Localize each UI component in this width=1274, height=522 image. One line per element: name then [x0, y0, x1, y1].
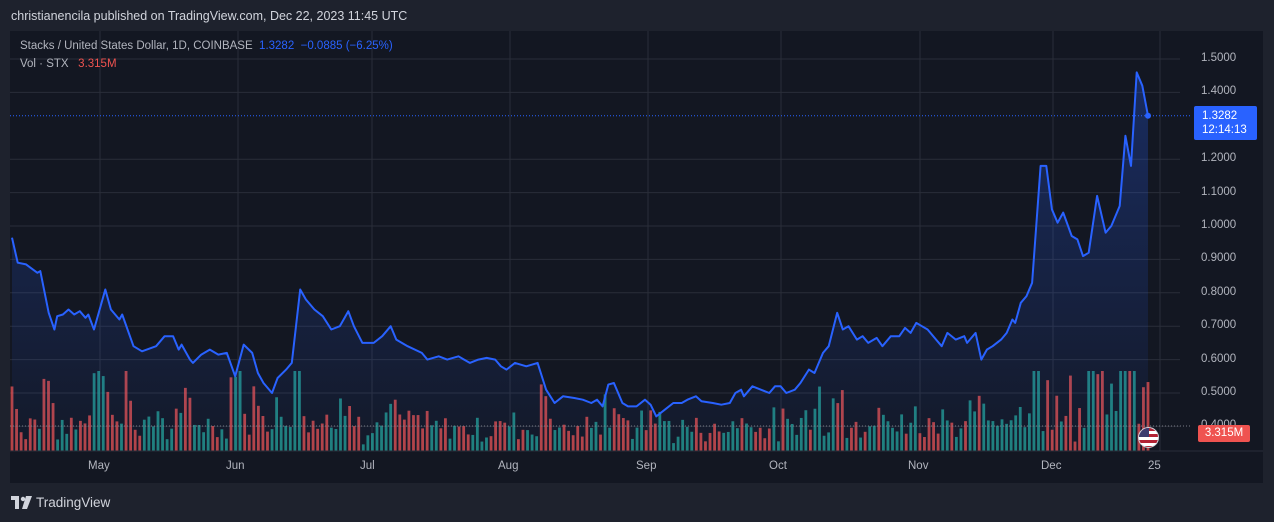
price-axis-label: 1.0000 — [1201, 219, 1237, 231]
current-volume-label: 3.315M — [1198, 425, 1250, 442]
price-axis-label: 0.8000 — [1201, 285, 1237, 298]
time-axis-label: Oct — [769, 460, 787, 472]
legend-change: −0.0885 (−6.25%) — [300, 40, 393, 52]
price-axis-label: 1.2000 — [1201, 152, 1237, 165]
us-market-flag-icon[interactable] — [1138, 427, 1159, 448]
tradingview-brand[interactable]: TradingView — [11, 495, 110, 510]
time-axis-label: Sep — [636, 460, 657, 472]
price-axis-label: 1.4000 — [1201, 85, 1237, 98]
price-axis-label: 0.7000 — [1201, 319, 1237, 332]
volume-legend-value: 3.315M — [78, 58, 117, 70]
symbol-legend: Stacks / United States Dollar, 1D, COINB… — [20, 40, 393, 52]
volume-legend-label[interactable]: Vol · STX — [20, 58, 69, 70]
current-price-label: 1.3282 12:14:13 — [1194, 106, 1257, 140]
published-byline: christianencila published on TradingView… — [11, 9, 408, 23]
price-axis-label: 0.6000 — [1201, 352, 1237, 365]
time-axis-label: Dec — [1041, 460, 1062, 472]
time-axis-label: Aug — [498, 460, 519, 472]
price-volume-chart[interactable] — [10, 31, 1263, 483]
legend-last-price: 1.3282 — [259, 40, 295, 52]
symbol-title[interactable]: Stacks / United States Dollar, 1D, COINB… — [20, 40, 253, 52]
current-price-value: 1.3282 — [1202, 110, 1238, 122]
price-line — [11, 71, 1149, 418]
price-area-fill — [12, 72, 1148, 452]
time-axis-label: Jun — [226, 460, 245, 472]
time-axis-label: Jul — [360, 460, 375, 472]
time-axis-label: 25 — [1148, 460, 1161, 472]
tradingview-logo-icon — [11, 496, 32, 509]
bar-countdown: 12:14:13 — [1202, 124, 1247, 136]
price-axis-label: 0.5000 — [1201, 386, 1237, 398]
price-axis-label: 0.9000 — [1201, 252, 1237, 265]
time-axis-label: Nov — [908, 460, 929, 472]
volume-legend: Vol · STX 3.315M — [20, 58, 117, 70]
chart-panel[interactable]: Stacks / United States Dollar, 1D, COINB… — [10, 31, 1263, 483]
brand-name: TradingView — [36, 495, 111, 510]
time-axis-label: May — [88, 460, 110, 472]
last-price-marker — [1145, 112, 1151, 119]
price-axis-label: 1.1000 — [1201, 185, 1237, 198]
price-axis-label: 1.5000 — [1201, 52, 1237, 64]
